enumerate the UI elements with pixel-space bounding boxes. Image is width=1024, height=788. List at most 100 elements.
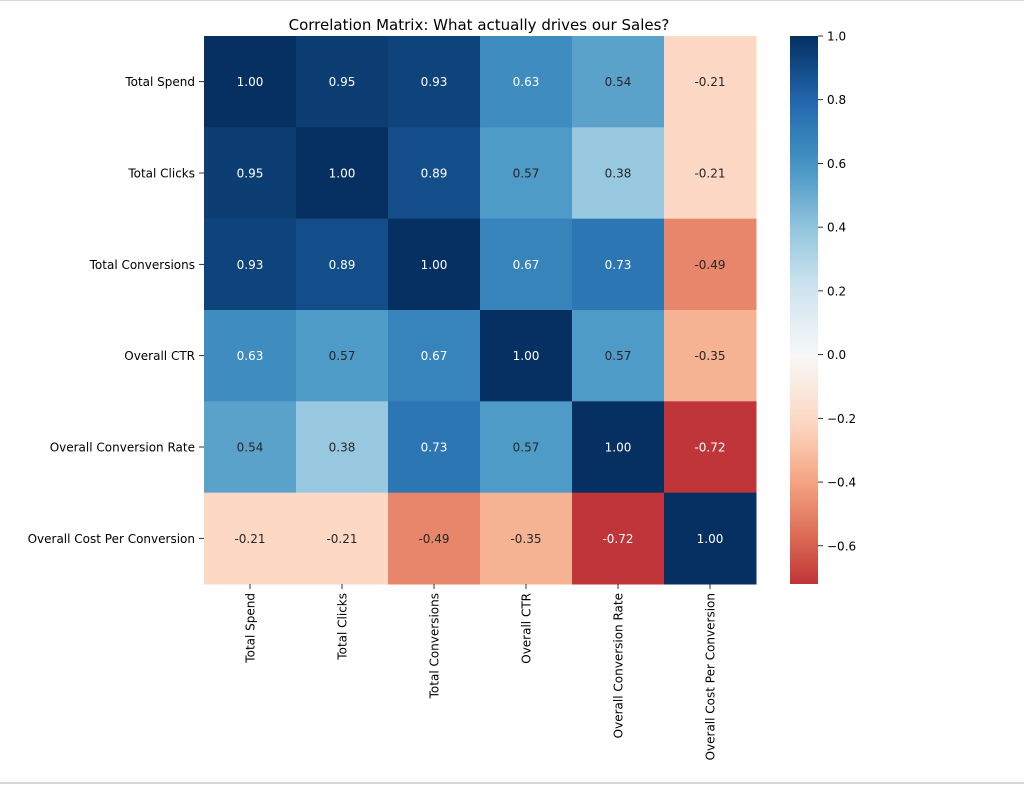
heatmap-cell	[296, 36, 389, 128]
y-tick-label: Total Conversions	[89, 258, 195, 272]
heatmap-cell	[664, 127, 757, 220]
cell-value-label: 0.57	[513, 441, 540, 455]
cell-value-label: 0.67	[513, 258, 540, 272]
heatmap-cell	[664, 218, 757, 311]
cell-value-label: 1.00	[605, 441, 632, 455]
cell-value-label: 0.38	[605, 167, 632, 181]
heatmap-cell	[296, 492, 389, 585]
y-tick-label: Overall Conversion Rate	[50, 441, 195, 455]
heatmap-cell	[296, 127, 389, 220]
heatmap-cell	[480, 127, 573, 220]
y-tick-label: Total Clicks	[127, 167, 195, 181]
cell-value-label: -0.21	[694, 167, 725, 181]
cell-value-label: -0.72	[602, 532, 633, 546]
x-tick-label: Total Conversions	[428, 593, 442, 699]
heatmap-cell	[480, 310, 573, 402]
heatmap-cell	[572, 36, 665, 128]
cell-value-label: -0.21	[234, 532, 265, 546]
colorbar-tick-label: −0.2	[827, 412, 856, 426]
heatmap-cell	[480, 218, 573, 311]
colorbar-tick-label: 0.8	[827, 93, 846, 107]
cell-value-label: 0.54	[237, 441, 264, 455]
cell-value-label: 0.73	[605, 258, 632, 272]
y-tick-label: Total Spend	[124, 75, 195, 89]
heatmap-cell	[480, 401, 573, 494]
x-tick-label: Total Clicks	[336, 593, 350, 661]
heatmap-cells	[204, 36, 757, 585]
heatmap-cell	[204, 127, 297, 220]
heatmap-cell	[204, 492, 297, 585]
x-tick-label: Overall Conversion Rate	[612, 593, 626, 738]
cell-value-label: -0.72	[694, 441, 725, 455]
cell-value-label: -0.49	[418, 532, 449, 546]
cell-value-label: 0.63	[513, 75, 540, 89]
cell-value-label: 1.00	[329, 167, 356, 181]
heatmap-cell	[296, 401, 389, 494]
top-border	[0, 0, 1024, 1]
heatmap-cell	[572, 218, 665, 311]
cell-value-label: -0.21	[694, 75, 725, 89]
heatmap-cell	[204, 218, 297, 311]
cell-value-label: 0.57	[513, 167, 540, 181]
cell-value-label: 0.57	[329, 349, 356, 363]
heatmap-annotations: 1.00 0.95 0.93 0.63 0.54 -0.21 0.95 1.00 0.89 0.5…	[234, 75, 725, 546]
cell-value-label: 0.95	[237, 167, 264, 181]
heatmap-cell	[296, 310, 389, 402]
cell-value-label: 0.73	[421, 441, 448, 455]
cell-value-label: 0.63	[237, 349, 264, 363]
heatmap-cell	[480, 36, 573, 128]
heatmap-cell	[572, 401, 665, 494]
heatmap-cell	[388, 36, 481, 128]
cell-value-label: 0.93	[421, 75, 448, 89]
cell-value-label: -0.49	[694, 258, 725, 272]
heatmap-cell	[572, 492, 665, 585]
cell-value-label: 1.00	[421, 258, 448, 272]
heatmap-cell	[388, 310, 481, 402]
colorbar-tick-label: −0.4	[827, 476, 856, 490]
heatmap-cell	[664, 492, 757, 585]
y-tick-label: Overall Cost Per Conversion	[28, 532, 195, 546]
x-tick-label: Overall Cost Per Conversion	[704, 593, 718, 760]
cell-value-label: 0.89	[421, 167, 448, 181]
colorbar-tick-label: 0.0	[827, 348, 846, 362]
heatmap-cell	[204, 401, 297, 494]
heatmap-cell	[572, 310, 665, 402]
y-axis: Total Spend Total Clicks Total Conversions…	[28, 75, 204, 546]
heatmap-cell	[664, 310, 757, 402]
chart-title: Correlation Matrix: What actually drives…	[289, 16, 670, 34]
colorbar-tick-label: 0.4	[827, 221, 846, 235]
x-tick-label: Total Spend	[244, 593, 258, 664]
heatmap-cell	[388, 401, 481, 494]
cell-value-label: 0.93	[237, 258, 264, 272]
heatmap-cell	[296, 218, 389, 311]
heatmap-cell	[664, 401, 757, 494]
colorbar-tick-label: 0.6	[827, 157, 846, 171]
colorbar-tick-label: −0.6	[827, 539, 856, 553]
colorbar: 1.0 0.8 0.6 0.4 0.2 0.0 −0.2 −0.4 −0.6	[790, 30, 856, 584]
cell-value-label: 0.89	[329, 258, 356, 272]
x-tick-label: Overall CTR	[520, 593, 534, 664]
heatmap-cell	[204, 36, 297, 128]
heatmap-cell	[204, 310, 297, 402]
cell-value-label: 0.67	[421, 349, 448, 363]
cell-value-label: -0.21	[326, 532, 357, 546]
bottom-border	[0, 782, 1024, 784]
heatmap-cell	[388, 492, 481, 585]
y-tick-label: Overall CTR	[124, 349, 195, 363]
colorbar-gradient	[790, 36, 818, 584]
cell-value-label: 1.00	[697, 532, 724, 546]
cell-value-label: 1.00	[513, 349, 540, 363]
cell-value-label: 0.38	[329, 441, 356, 455]
cell-value-label: -0.35	[694, 349, 725, 363]
heatmap-cell	[572, 127, 665, 220]
cell-value-label: -0.35	[510, 532, 541, 546]
colorbar-tick-label: 0.2	[827, 284, 846, 298]
cell-value-label: 1.00	[237, 75, 264, 89]
heatmap-cell	[480, 492, 573, 585]
cell-value-label: 0.57	[605, 349, 632, 363]
cell-value-label: 0.95	[329, 75, 356, 89]
cell-value-label: 0.54	[605, 75, 632, 89]
heatmap-cell	[388, 218, 481, 311]
